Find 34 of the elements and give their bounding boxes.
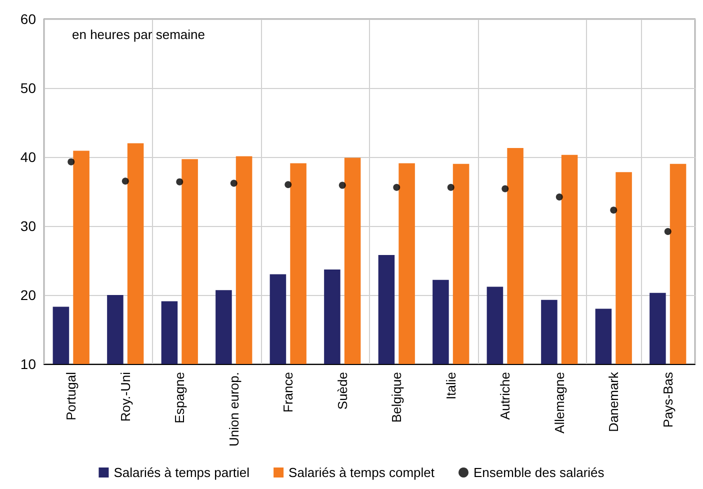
- x-tick-label: Pays-Bas: [660, 372, 676, 428]
- point: [393, 184, 400, 191]
- x-tick-label: Espagne: [172, 372, 188, 424]
- x-tick-label: Union europ.: [226, 372, 242, 446]
- y-tick-label: 60: [20, 11, 36, 27]
- point: [447, 184, 454, 191]
- point: [176, 178, 184, 186]
- legend-label: Salariés à temps complet: [288, 465, 435, 480]
- y-tick-label: 10: [20, 356, 36, 372]
- y-tick-label: 40: [20, 149, 36, 165]
- point: [610, 206, 618, 214]
- point: [284, 181, 292, 188]
- point: [556, 194, 563, 201]
- legend-label: Ensemble des salariés: [474, 465, 605, 480]
- x-tick-label: Allemagne: [552, 372, 567, 434]
- x-tick-label: France: [280, 372, 296, 412]
- y-tick-label: 50: [20, 80, 36, 96]
- legend-label: Salariés à temps partiel: [114, 465, 250, 480]
- x-tick-label: Suède: [334, 372, 350, 410]
- point: [338, 182, 346, 189]
- point: [502, 185, 509, 192]
- x-tick-label: Italie: [443, 372, 458, 400]
- x-tick-label: Danemark: [606, 372, 622, 432]
- point: [664, 228, 672, 236]
- x-tick-label: Autriche: [498, 372, 513, 420]
- point: [230, 180, 238, 187]
- y-tick-label: 30: [20, 218, 36, 234]
- point: [68, 158, 75, 166]
- point: [122, 178, 129, 185]
- x-tick-label: Roy.-Uni: [118, 372, 133, 422]
- x-tick-label: Portugal: [64, 372, 79, 420]
- x-tick-label: Belgique: [389, 372, 404, 423]
- annotation: en heures par semaine: [72, 27, 205, 42]
- y-tick-label: 20: [20, 287, 36, 303]
